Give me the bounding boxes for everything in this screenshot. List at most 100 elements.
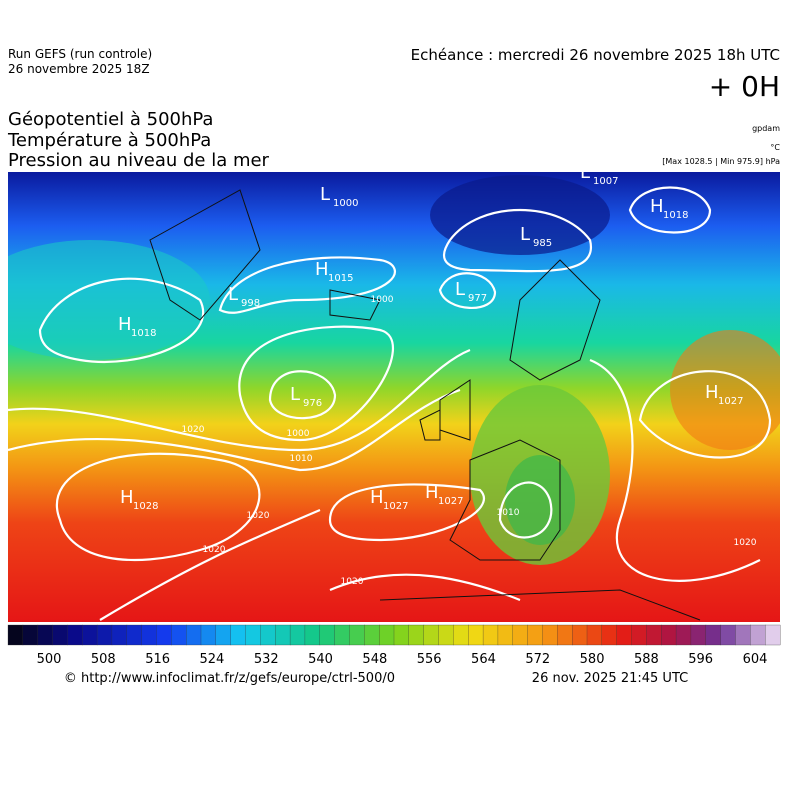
center-value: 1018 <box>663 210 688 221</box>
center-kind: H <box>370 487 384 508</box>
colorbar-cell <box>690 624 707 646</box>
colorbar-cell <box>750 624 766 646</box>
center-kind: H <box>315 259 329 280</box>
valid-time: Echéance : mercredi 26 novembre 2025 18h… <box>411 46 780 64</box>
pressure-center: L 1007 <box>580 162 618 187</box>
center-value: 1018 <box>131 328 156 339</box>
colorbar-label: 548 <box>362 652 387 667</box>
colorbar-label: 532 <box>254 652 279 667</box>
title: Température à 500hPa <box>7 130 211 151</box>
source: © http://www.infoclimat.fr/z/gefs/europe… <box>64 671 395 686</box>
colorbar-cell <box>557 624 573 646</box>
colorbar-cell <box>67 624 83 646</box>
colorbar-cell <box>379 624 395 646</box>
center-kind: H <box>118 314 132 335</box>
pressure-center: H 1027 <box>370 487 408 512</box>
colorbar-cell <box>349 624 365 646</box>
center-kind: L <box>520 224 530 245</box>
isobar-label: 1020 <box>734 538 757 548</box>
colorbar-label: 596 <box>688 652 713 667</box>
isobar-label: 1020 <box>247 511 270 521</box>
colorbar-cell <box>319 624 336 646</box>
colorbar-cell <box>156 624 172 646</box>
colorbar-cell <box>601 624 618 646</box>
colorbar-cell <box>171 624 187 646</box>
colorbar-cell <box>245 624 261 646</box>
colorbar-cell <box>111 624 128 646</box>
isobar-label: 1000 <box>287 429 310 439</box>
colorbar-cell <box>22 624 39 646</box>
colorbar-cell <box>408 624 425 646</box>
colorbar-cell <box>482 624 499 646</box>
center-value: 1027 <box>383 501 408 512</box>
isobar-label: 1020 <box>203 545 226 555</box>
colorbar-cell <box>96 624 113 646</box>
colorbar-cell <box>675 624 692 646</box>
colorbar-cell <box>542 624 558 646</box>
center-kind: L <box>290 384 300 405</box>
colorbar-cell <box>616 624 632 646</box>
colorbar-cell <box>438 624 454 646</box>
colorbar-cell <box>7 624 24 646</box>
colorbar-cell <box>230 624 246 646</box>
generated: 26 nov. 2025 21:45 UTC <box>532 671 688 686</box>
colorbar-cell <box>52 624 68 646</box>
colorbar-cell <box>423 624 439 646</box>
colorbar-cell <box>215 624 232 646</box>
center-value: 1015 <box>328 273 353 284</box>
colorbar-label: 604 <box>743 652 768 667</box>
run: Run GEFS (run controle) <box>8 47 152 61</box>
colorbar-label: 556 <box>417 652 442 667</box>
colorbar-cell <box>82 624 98 646</box>
colorbar-label: 564 <box>471 652 496 667</box>
colorbar-cell <box>572 624 588 646</box>
colorbar-cell <box>646 624 662 646</box>
pressure-center: L 998 <box>228 284 260 309</box>
center-kind: H <box>650 196 664 217</box>
colorbar-cell <box>141 624 157 646</box>
colorbar-cell <box>200 624 217 646</box>
center-kind: L <box>580 162 590 183</box>
isobar-label: 1010 <box>497 508 520 518</box>
center-value: 998 <box>241 298 260 309</box>
title: Géopotentiel à 500hPa <box>8 109 213 130</box>
center-kind: H <box>705 382 719 403</box>
pressure-center: H 1018 <box>118 314 156 339</box>
center-kind: L <box>455 279 465 300</box>
colorbar-label: 524 <box>200 652 225 667</box>
center-value: 1028 <box>133 501 158 512</box>
pressure-center: L 985 <box>520 224 552 249</box>
pressure-center: H 1027 <box>705 382 743 407</box>
pressure-center: H 1015 <box>315 259 353 284</box>
colorbar-cell <box>720 624 736 646</box>
colorbar-cell <box>497 624 514 646</box>
pressure-center: L 976 <box>290 384 322 409</box>
colorbar-cell <box>186 624 202 646</box>
colorbar-cell <box>37 624 53 646</box>
center-kind: L <box>320 184 330 205</box>
colorbar-cell <box>289 624 306 646</box>
pressure-center: H 1027 <box>425 482 463 507</box>
center-kind: H <box>120 487 134 508</box>
colorbar-cell <box>393 624 410 646</box>
colorbar-label: 580 <box>580 652 605 667</box>
colorbar-label: 572 <box>525 652 550 667</box>
colorbar-cell <box>735 624 751 646</box>
colorbar-cell <box>334 624 350 646</box>
center-value: 1000 <box>333 198 358 209</box>
colorbar-cell <box>126 624 143 646</box>
colorbar-cell <box>661 624 677 646</box>
colorbar-label: 500 <box>37 652 62 667</box>
pressure-center: H 1028 <box>120 487 158 512</box>
colorbar-cell <box>275 624 291 646</box>
isobar-label: 1000 <box>371 295 394 305</box>
lead-time: + 0H <box>709 70 780 103</box>
colorbar-cell <box>512 624 529 646</box>
colorbar-cell <box>260 624 276 646</box>
isobar-label: 1020 <box>182 425 205 435</box>
isobar-label: 1010 <box>290 454 313 464</box>
unit: gpdam <box>752 124 780 133</box>
center-value: 985 <box>533 238 552 249</box>
colorbar-cell <box>364 624 380 646</box>
colorbar-label: 540 <box>308 652 333 667</box>
